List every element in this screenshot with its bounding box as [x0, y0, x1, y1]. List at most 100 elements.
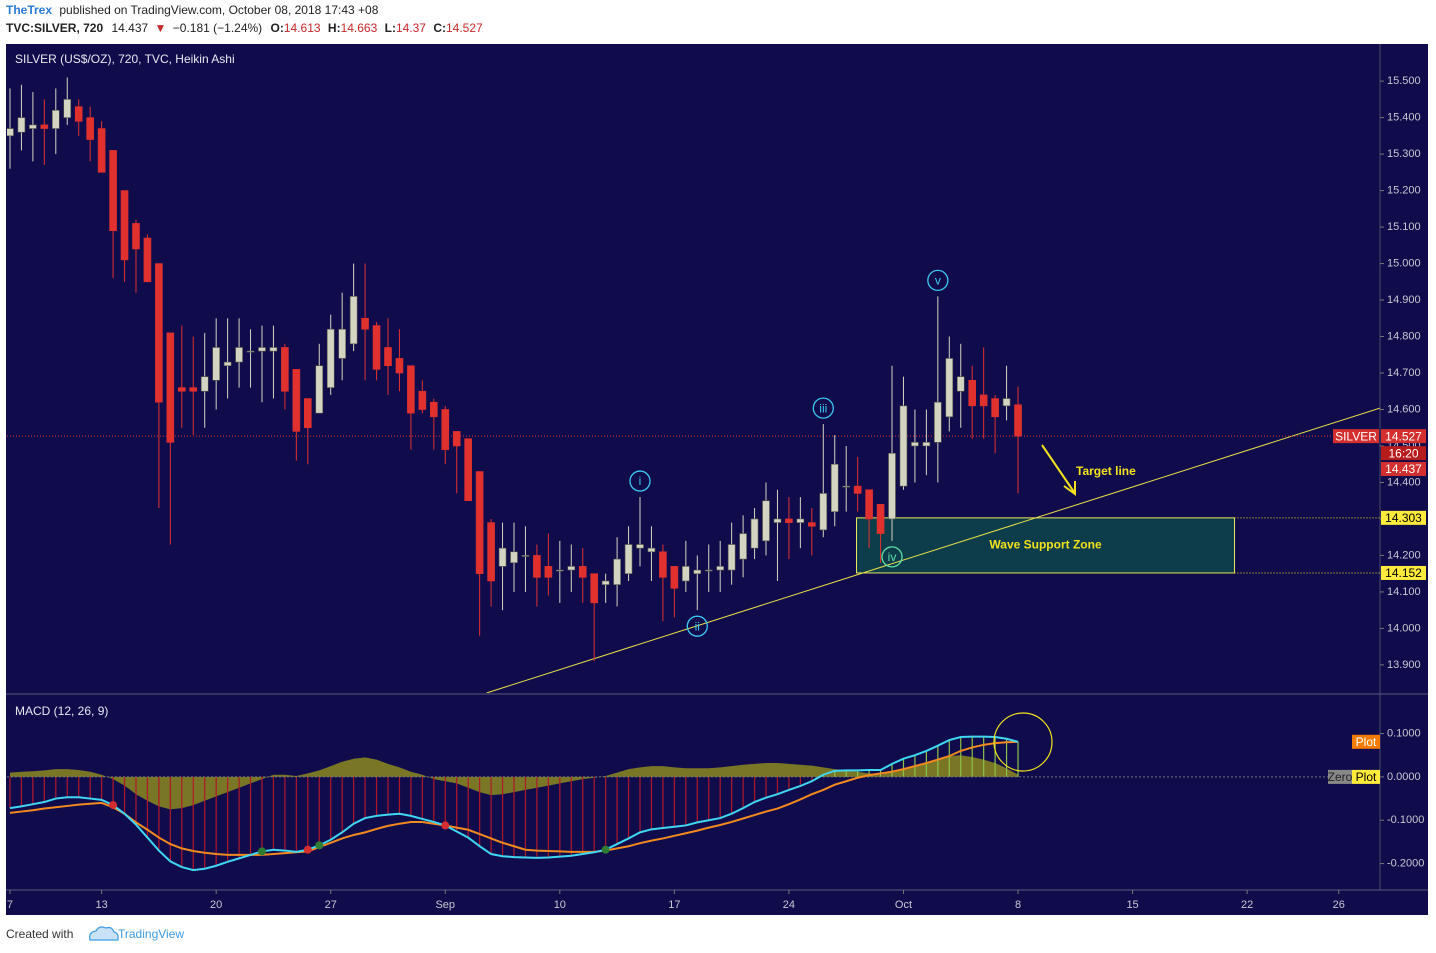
crossover-dot — [315, 841, 324, 850]
candle-body — [143, 237, 152, 283]
candle-body — [739, 533, 747, 560]
footer-created: Created with — [6, 927, 73, 941]
symbol-line: TVC:SILVER, 720 14.437 ▼ −0.181 (−1.24%)… — [6, 21, 483, 35]
candle-body — [819, 493, 828, 531]
target-arrowhead — [1063, 481, 1076, 496]
candle-body — [899, 405, 908, 487]
candle-body — [510, 551, 518, 564]
wave-label: i — [639, 474, 642, 488]
price-tag: 14.437 — [1385, 462, 1422, 476]
candle-body — [338, 328, 346, 359]
author[interactable]: TheTrex — [6, 3, 52, 17]
candle-body — [132, 223, 140, 250]
y-tick-label: 15.100 — [1387, 221, 1421, 233]
candle-body — [544, 566, 553, 578]
zero-tag: Zero — [1328, 770, 1353, 784]
y-tick-label: 15.200 — [1387, 184, 1421, 196]
zero-tag-box — [1328, 769, 1352, 784]
x-tick-label: 24 — [783, 899, 795, 911]
x-tick-label: 10 — [554, 899, 566, 911]
change: −0.181 (−1.24%) — [173, 21, 262, 35]
chart-title: SILVER (US$/OZ), 720, TVC, Heikin Ashi — [15, 52, 235, 66]
ohlc-value: 14.37 — [396, 21, 426, 35]
candle-body — [727, 544, 736, 571]
candle-body — [968, 380, 977, 407]
candle-body — [567, 566, 576, 571]
candle-body — [418, 390, 427, 410]
x-tick-label: 26 — [1333, 899, 1345, 911]
candle-body — [17, 117, 26, 133]
crossover-dot — [303, 845, 312, 854]
x-tick-label: 17 — [668, 899, 680, 911]
ohlc-value: 14.527 — [446, 21, 483, 35]
trend-line — [486, 407, 1380, 693]
candle-body — [86, 117, 94, 140]
target-label: Target line — [1076, 464, 1136, 478]
zero-plot-tag: Plot — [1356, 770, 1377, 784]
x-tick-label: 20 — [210, 899, 222, 911]
candle-body — [636, 544, 644, 549]
candle-body — [372, 325, 381, 370]
candle-body — [452, 431, 461, 447]
y-tick-label: 14.000 — [1387, 622, 1421, 634]
candle-body — [246, 350, 255, 353]
candle-body — [785, 518, 793, 523]
candle-body — [51, 110, 60, 129]
candle-body — [498, 547, 507, 567]
ohlc-label: C: — [433, 21, 446, 35]
price: 14.437 — [111, 21, 148, 35]
candle-body — [842, 485, 850, 488]
candle-body — [853, 485, 862, 494]
candle-body — [922, 442, 931, 447]
last-tag-box — [1333, 429, 1379, 444]
candle-body — [716, 566, 724, 571]
candle-body — [407, 365, 415, 414]
candle-body — [991, 398, 999, 418]
last-price-tag: 14.527 — [1385, 429, 1422, 443]
candle-body — [1002, 398, 1011, 407]
y-tick-label: 14.400 — [1387, 476, 1421, 488]
symbol: TVC:SILVER, 720 — [6, 21, 103, 35]
candle-body — [464, 438, 472, 502]
y-tick-label: 14.200 — [1387, 549, 1421, 561]
last-price-tag-box — [1381, 429, 1426, 444]
wave-circle — [686, 615, 708, 637]
wave-circle — [812, 397, 834, 419]
macd-title: MACD (12, 26, 9) — [15, 704, 108, 718]
candle-body — [97, 128, 106, 173]
wave-circle — [881, 546, 903, 568]
candle-body — [762, 500, 770, 542]
crossover-dot — [257, 847, 266, 856]
candle-body — [693, 569, 702, 574]
support-tag-box — [1381, 565, 1426, 580]
candle-body — [120, 190, 129, 261]
y-tick-label: 14.100 — [1387, 586, 1421, 598]
wave-label: v — [935, 274, 941, 288]
candle-body — [235, 347, 243, 363]
footer-brand[interactable]: TradingView — [118, 927, 184, 941]
candle-body — [304, 398, 312, 429]
candle-body — [830, 463, 839, 512]
support-tag: 14.152 — [1385, 566, 1422, 580]
wave-label: iii — [819, 401, 827, 415]
candle-body — [200, 376, 209, 392]
y-tick-label: 14.900 — [1387, 294, 1421, 306]
candle-body — [74, 106, 83, 122]
candle-body — [521, 555, 530, 557]
candle-body — [109, 150, 117, 232]
candle-body — [750, 518, 759, 549]
y-tick-label: 15.500 — [1387, 75, 1421, 87]
candle-body — [7, 128, 14, 137]
candle-body — [808, 522, 816, 527]
candle-body — [281, 347, 289, 392]
candle-body — [1014, 404, 1022, 437]
candle-body — [155, 263, 163, 403]
candle-body — [590, 573, 598, 604]
candle-body — [647, 547, 656, 553]
candle-body — [326, 328, 335, 388]
y-tick-label: 13.900 — [1387, 659, 1421, 671]
candle-body — [865, 489, 873, 520]
x-tick-label: 22 — [1241, 899, 1253, 911]
countdown-tag-box — [1381, 446, 1426, 461]
